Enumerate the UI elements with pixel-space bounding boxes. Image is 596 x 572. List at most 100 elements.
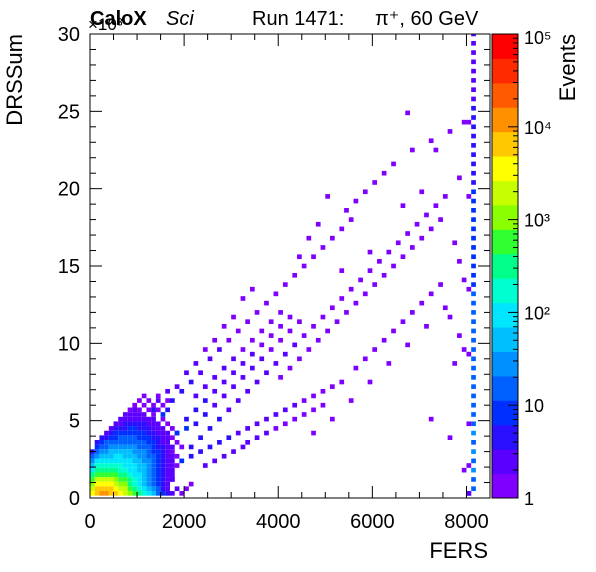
heatmap-bin	[202, 384, 208, 389]
heatmap-bin	[146, 477, 152, 482]
heatmap-bin	[367, 379, 373, 385]
heatmap-bin	[471, 402, 476, 408]
heatmap-bin	[414, 221, 420, 227]
heatmap-bin	[127, 486, 133, 492]
heatmap-bin	[466, 421, 472, 427]
heatmap-bin	[471, 226, 476, 232]
heatmap-bin	[90, 467, 95, 473]
brand-label: CaloX	[90, 8, 147, 30]
heatmap-bin	[471, 133, 476, 139]
heatmap-bin	[118, 430, 123, 436]
heatmap-bin	[151, 453, 156, 459]
heatmap-bin	[94, 467, 100, 473]
heatmap-bin	[245, 319, 250, 324]
heatmap-bin	[108, 426, 114, 431]
heatmap-bin	[155, 430, 161, 436]
heatmap-bin	[471, 430, 476, 436]
heatmap-bin	[151, 458, 156, 464]
heatmap-bin	[297, 254, 302, 260]
color-scale-border	[491, 33, 519, 499]
heatmap-bin	[170, 398, 175, 403]
heatmap-bin	[146, 481, 152, 487]
heatmap-bin	[137, 477, 142, 482]
heatmap-bin	[264, 430, 269, 436]
heatmap-bin	[113, 435, 119, 440]
heatmap-bin	[202, 463, 208, 468]
heatmap-bin	[372, 282, 378, 287]
heatmap-bin	[428, 416, 434, 422]
heatmap-bin	[287, 314, 293, 320]
heatmap-bin	[160, 481, 166, 487]
heatmap-bin	[122, 486, 128, 492]
heatmap-bin	[320, 388, 326, 394]
heatmap-bin	[278, 375, 283, 380]
heatmap-bin	[170, 426, 175, 431]
heatmap-bin	[457, 175, 462, 181]
heatmap-bin	[259, 342, 265, 348]
heatmap-bin	[113, 430, 119, 436]
heatmap-bin	[362, 189, 368, 195]
heatmap-bin	[424, 212, 429, 218]
heatmap-bin	[170, 467, 175, 473]
heatmap-bin	[188, 444, 194, 450]
color-scale-swatch	[492, 278, 518, 304]
heatmap-bin	[287, 328, 293, 334]
heatmap-bin	[250, 365, 255, 371]
heatmap-bin	[231, 370, 236, 376]
heatmap-bin	[471, 328, 476, 334]
heatmap-bin	[358, 277, 363, 283]
y-axis-title: DRSSum	[2, 34, 27, 126]
heatmap-bin	[170, 449, 175, 454]
heatmap-bin	[471, 245, 476, 250]
heatmap-bin	[362, 356, 368, 362]
heatmap-bin	[165, 444, 170, 450]
x-tick-label: 8000	[444, 511, 489, 533]
heatmap-bin	[301, 333, 307, 338]
heatmap-bin	[94, 440, 100, 445]
heatmap-bin	[104, 467, 109, 473]
heatmap-bin	[471, 254, 476, 260]
heatmap-bin	[447, 314, 453, 320]
heatmap-bin	[108, 467, 114, 473]
heatmap-bin	[471, 467, 476, 473]
heatmap-bin	[381, 337, 387, 343]
heatmap-bin	[202, 347, 208, 352]
heatmap-bin	[151, 412, 156, 417]
heatmap-bin	[471, 440, 476, 445]
heatmap-bin	[188, 453, 194, 459]
x-tick-label: 0	[84, 511, 95, 533]
heatmap-bin	[330, 416, 335, 422]
heatmap-bin	[141, 467, 147, 473]
heatmap-bin	[146, 435, 152, 440]
heatmap-bin	[391, 263, 396, 269]
heatmap-bin	[137, 463, 142, 468]
heatmap-bin	[471, 477, 476, 482]
heatmap-bin	[127, 430, 133, 436]
heatmap-bin	[405, 342, 410, 348]
heatmap-bin	[174, 463, 180, 468]
heatmap-bin	[141, 463, 147, 468]
heatmap-bin	[419, 235, 425, 241]
color-scale-swatch	[492, 400, 518, 426]
heatmap-bin	[471, 68, 476, 74]
heatmap-bin	[367, 249, 373, 255]
heatmap-bin	[221, 324, 227, 329]
heatmap-bin	[155, 463, 161, 468]
heatmap-bin	[245, 388, 250, 394]
heatmap-bin	[151, 426, 156, 431]
heatmap-bin	[94, 481, 100, 487]
heatmap-bin	[146, 491, 152, 496]
heatmap-bin	[122, 477, 128, 482]
heatmap-bin	[90, 491, 95, 496]
heatmap-bin	[334, 319, 340, 324]
heatmap-bin	[141, 449, 147, 454]
heatmap-bin	[108, 449, 114, 454]
heatmap-bin	[90, 472, 95, 478]
heatmap-bin	[188, 481, 194, 487]
heatmap-bin	[297, 319, 302, 324]
heatmap-bin	[118, 467, 123, 473]
heatmap-bin	[108, 435, 114, 440]
heatmap-bin	[122, 449, 128, 454]
heatmap-bin	[132, 440, 138, 445]
heatmap-bin	[141, 491, 147, 496]
